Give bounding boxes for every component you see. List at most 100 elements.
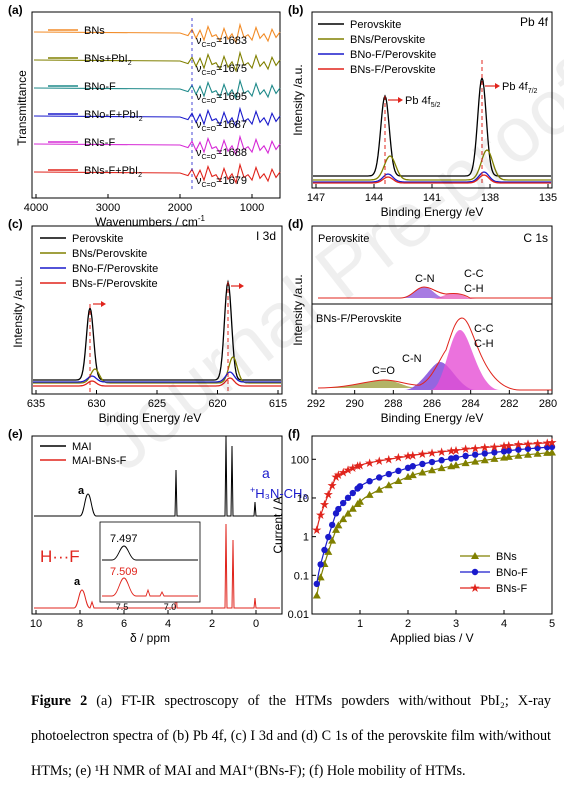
f-point-BNs-F: ★: [523, 437, 534, 451]
f-xtick-label: 2: [405, 618, 411, 630]
a-curve-4: [33, 134, 281, 157]
f-point-BNo-F: [385, 470, 392, 478]
b-xtick-label: 141: [423, 192, 441, 204]
c-curve-0: [33, 279, 281, 381]
b-curve-1: [313, 149, 551, 181]
f-point-BNo-F: [317, 561, 324, 568]
e-blue-a: a: [262, 465, 270, 481]
f-point-BNo-F: [356, 483, 364, 490]
e-xtick-label: 10: [30, 618, 42, 630]
f-point-BNs-F: ★: [343, 463, 354, 477]
f-point-BNs-F: ★: [315, 508, 326, 522]
d-upper-ch: C-H: [464, 283, 484, 295]
a-legend-name: BNs-F: [84, 137, 115, 149]
f-point-BNs: [548, 448, 556, 456]
f-point-BNs-F: ★: [427, 446, 438, 460]
a-curve-3: [33, 106, 281, 129]
d-xtick-label: 280: [539, 398, 557, 410]
f-point-BNo-F: [404, 464, 412, 472]
f-point-BNs-F: ★: [436, 445, 447, 459]
f-point-BNs-F: ★: [503, 438, 514, 452]
e-a-label-red: a: [74, 576, 81, 588]
f-legend-marker: [471, 552, 479, 559]
figure-2-panels: (a) Transmittance BNs νC=O=1683 BNs+PbI2 νC…: [8, 3, 557, 645]
figure-caption: Figure 2 (a) FT-IR spectroscopy of the H…: [31, 684, 551, 789]
f-point-BNs: [324, 547, 333, 555]
panel-f: (f) Current / A ★★★★★★★★★★★★★★★★★★★★★★★★…: [271, 427, 557, 645]
caption-label: Figure 2: [31, 693, 88, 709]
d-xtick-label: 288: [384, 398, 402, 410]
f-point-BNs-F: ★: [479, 440, 490, 454]
d-xtick-label: 286: [423, 398, 441, 410]
f-point-BNs: [348, 504, 357, 512]
panel-a-xlabel: Wavenumbers / cm-1: [95, 214, 206, 229]
panel-d: (d) C 1s Perovskite BNs-F/Perovskite Int…: [288, 217, 557, 425]
a-curve-2: [33, 78, 281, 101]
a-curve-5: [33, 162, 281, 185]
f-point-BNo-F: [335, 505, 342, 513]
c-legend-label: BNs/Perovskite: [72, 248, 147, 260]
panel-d-ylabel: Intensity /a.u.: [291, 274, 305, 345]
f-point-BNs: [332, 525, 340, 533]
f-legend-label: BNs: [496, 551, 517, 563]
panel-b: (b) Pb 4f Intensity /a.u. Perovskite BNs/…: [288, 3, 557, 219]
f-point-BNs-F: ★: [542, 436, 553, 450]
panel-a-frame: [31, 11, 281, 199]
panel-c-frame: [31, 225, 283, 395]
f-point-BNs-F: ★: [446, 444, 457, 458]
f-point-BNo-F: [481, 450, 488, 457]
a-legend-value: νC=O=1679: [196, 175, 247, 189]
b-curve-0: [313, 76, 551, 177]
panel-f-xlabel: Applied bias / V: [390, 631, 473, 645]
b-curve-2: [313, 171, 551, 183]
b-curve-3: [313, 174, 551, 184]
panel-d-upper-label: Perovskite: [318, 233, 369, 245]
f-point-BNs: [356, 497, 364, 505]
d-lower-cc: C-C: [474, 323, 494, 335]
f-point-BNs-F: ★: [338, 465, 349, 479]
f-xtick-label: 4: [501, 618, 507, 630]
panel-c-xlabel: Binding Energy /eV: [99, 411, 202, 425]
e-inset-frame: [99, 521, 201, 603]
a-legend-value: νC=O=1688: [196, 147, 247, 161]
f-point-BNs: [418, 468, 427, 476]
panel-e-xlabel: δ / ppm: [130, 631, 170, 645]
f-point-BNo-F: [462, 452, 469, 460]
f-point-BNo-F: [349, 489, 356, 497]
f-point-BNs: [312, 591, 321, 599]
f-point-BNs: [375, 485, 384, 493]
panel-e-frame: [31, 435, 283, 615]
panel-e: (e) MAI MAI-BNs-F a a +H₃N-CH₃ H···F a 7.…: [8, 427, 308, 645]
e-inset-tick-70: 7.0: [164, 602, 177, 612]
a-legend-name: BNs+PbI2: [84, 53, 132, 67]
panel-a: (a) Transmittance BNs νC=O=1683 BNs+PbI2 νC…: [8, 3, 281, 229]
c-legend-label: BNs-F/Perovskite: [72, 278, 158, 290]
a-curve-0: [33, 22, 281, 45]
a-legend-value: νC=O=1675: [196, 63, 247, 77]
c-curve-2: [33, 371, 281, 383]
f-point-BNo-F: [313, 580, 320, 588]
f-point-BNs: [316, 573, 325, 581]
f-point-BNs: [437, 464, 446, 472]
f-point-BNo-F: [340, 499, 347, 507]
f-point-BNs: [504, 452, 513, 460]
f-point-BNs-F: ★: [319, 497, 330, 511]
f-ytick-label: 100: [291, 454, 309, 466]
c-xtick-label: 620: [208, 398, 226, 410]
panel-f-letter: (f): [288, 427, 300, 441]
panel-c: (c) I 3d Intensity /a.u. Perovskite BNs/P…: [8, 217, 287, 425]
b-xtick-label: 135: [539, 192, 557, 204]
f-point-BNs-F: ★: [460, 442, 471, 456]
f-point-BNs-F: ★: [393, 451, 404, 465]
f-point-BNo-F: [376, 474, 383, 481]
f-point-BNo-F: [419, 460, 426, 468]
b-xtick-label: 147: [307, 192, 325, 204]
f-point-BNo-F: [472, 451, 479, 458]
e-a-label-black: a: [78, 485, 85, 497]
f-point-BNs-F: ★: [374, 454, 385, 468]
f-point-BNo-F: [515, 446, 522, 453]
f-point-BNs: [334, 521, 343, 529]
f-ytick-label: 10: [297, 493, 309, 505]
f-ytick-label: 1: [303, 532, 309, 544]
f-point-BNs: [394, 476, 403, 484]
